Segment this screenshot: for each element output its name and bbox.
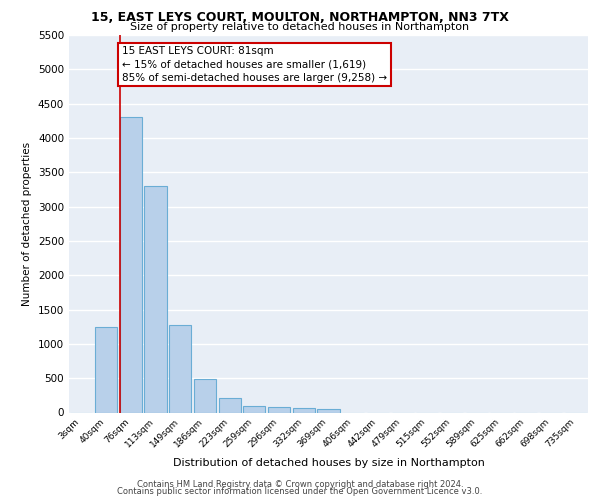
Text: Contains public sector information licensed under the Open Government Licence v3: Contains public sector information licen… (118, 487, 482, 496)
Bar (145, 186, 167, 412)
Bar (293, 408, 315, 412)
Y-axis label: Number of detached properties: Number of detached properties (22, 142, 32, 306)
Bar (119, 118, 142, 412)
Text: Size of property relative to detached houses in Northampton: Size of property relative to detached ho… (130, 22, 470, 32)
Text: 15, EAST LEYS COURT, MOULTON, NORTHAMPTON, NN3 7TX: 15, EAST LEYS COURT, MOULTON, NORTHAMPTO… (91, 11, 509, 24)
Bar (95, 326, 117, 412)
Bar (317, 409, 340, 412)
X-axis label: Distribution of detached houses by size in Northampton: Distribution of detached houses by size … (173, 458, 484, 468)
Bar (268, 408, 290, 412)
Bar (243, 406, 265, 412)
Text: 15 EAST LEYS COURT: 81sqm
← 15% of detached houses are smaller (1,619)
85% of se: 15 EAST LEYS COURT: 81sqm ← 15% of detac… (122, 46, 387, 82)
Bar (194, 379, 216, 412)
Bar (218, 398, 241, 412)
Text: Contains HM Land Registry data © Crown copyright and database right 2024.: Contains HM Land Registry data © Crown c… (137, 480, 463, 489)
Bar (169, 324, 191, 412)
